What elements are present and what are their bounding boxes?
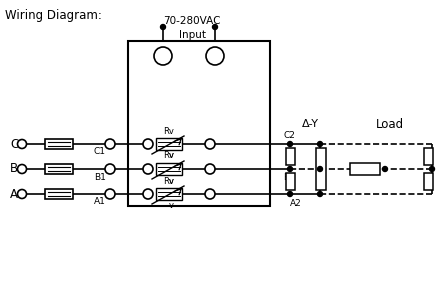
Bar xyxy=(45,164,73,174)
Text: Input: Input xyxy=(178,30,205,40)
Circle shape xyxy=(143,189,153,199)
Circle shape xyxy=(382,167,388,172)
Text: C2: C2 xyxy=(283,130,295,140)
Circle shape xyxy=(288,167,292,172)
Bar xyxy=(156,163,182,175)
Text: B1: B1 xyxy=(94,173,106,181)
Text: Δ-Y: Δ-Y xyxy=(302,119,319,129)
Bar xyxy=(156,188,182,200)
Circle shape xyxy=(318,141,323,147)
Circle shape xyxy=(206,47,224,65)
Bar xyxy=(286,148,295,165)
Text: Wiring Diagram:: Wiring Diagram: xyxy=(5,9,102,22)
Text: +: + xyxy=(158,51,168,61)
Text: B2: B2 xyxy=(283,173,295,182)
Text: v: v xyxy=(169,202,173,210)
Text: 70-280VAC: 70-280VAC xyxy=(163,16,221,26)
Bar xyxy=(286,173,295,190)
Circle shape xyxy=(430,167,434,172)
Bar xyxy=(128,41,270,206)
Text: v: v xyxy=(169,176,173,185)
Text: A2: A2 xyxy=(290,199,302,208)
Circle shape xyxy=(17,164,27,173)
Circle shape xyxy=(205,164,215,174)
Bar xyxy=(424,148,433,165)
Text: v: v xyxy=(169,152,173,161)
Circle shape xyxy=(143,139,153,149)
Text: Rv: Rv xyxy=(163,176,174,185)
Bar xyxy=(316,148,326,190)
Text: A1: A1 xyxy=(94,198,106,207)
Circle shape xyxy=(17,190,27,199)
Bar xyxy=(45,139,73,149)
Circle shape xyxy=(105,139,115,149)
Text: B: B xyxy=(10,162,18,176)
Circle shape xyxy=(318,191,323,196)
Circle shape xyxy=(105,189,115,199)
Bar xyxy=(350,163,380,175)
Bar xyxy=(424,173,433,190)
Bar xyxy=(156,138,182,150)
Circle shape xyxy=(160,25,166,30)
Circle shape xyxy=(143,164,153,174)
Circle shape xyxy=(212,25,218,30)
Circle shape xyxy=(205,189,215,199)
Circle shape xyxy=(17,140,27,149)
Circle shape xyxy=(318,167,323,172)
Text: A: A xyxy=(10,187,18,201)
Circle shape xyxy=(205,139,215,149)
Text: −: − xyxy=(210,51,220,61)
Text: C1: C1 xyxy=(94,147,106,156)
Bar xyxy=(45,189,73,199)
Circle shape xyxy=(105,164,115,174)
Text: Rv: Rv xyxy=(163,152,174,161)
Text: Rv: Rv xyxy=(163,126,174,135)
Circle shape xyxy=(288,191,292,196)
Text: Load: Load xyxy=(376,118,404,130)
Text: C: C xyxy=(10,138,18,150)
Circle shape xyxy=(154,47,172,65)
Circle shape xyxy=(288,141,292,147)
